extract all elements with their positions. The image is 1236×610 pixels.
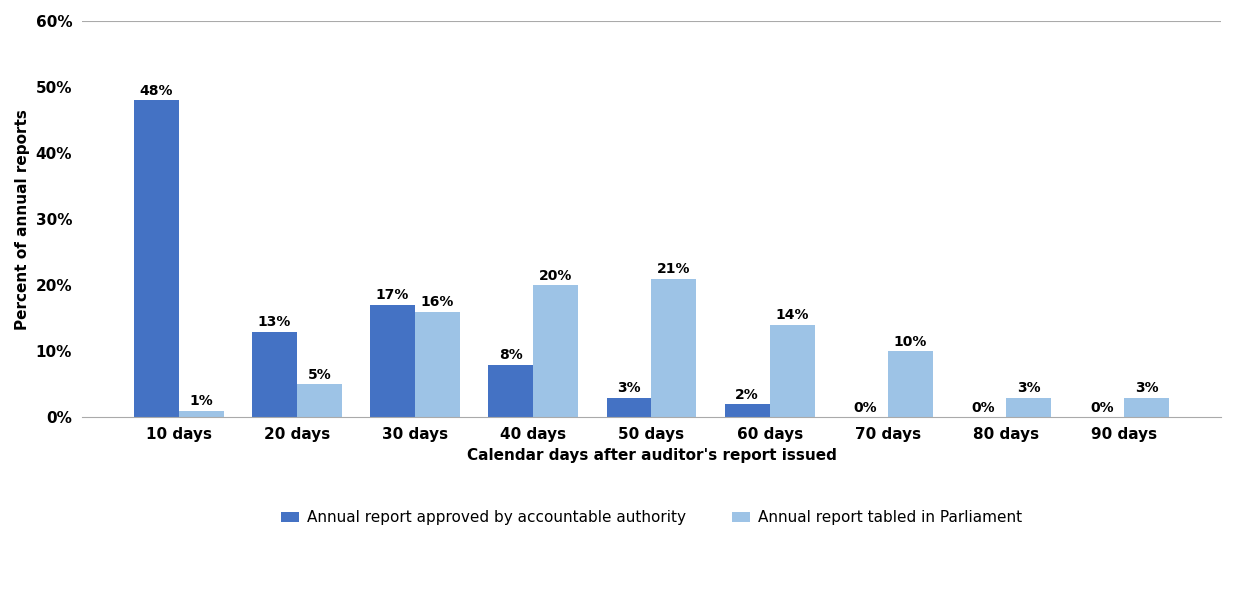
Bar — [724, 404, 770, 417]
Text: 16%: 16% — [420, 295, 454, 309]
Text: 48%: 48% — [140, 84, 173, 98]
Bar — [415, 312, 460, 417]
Text: 21%: 21% — [658, 262, 691, 276]
Bar — [488, 365, 533, 417]
Bar — [252, 331, 297, 417]
Bar — [297, 384, 341, 417]
Bar — [533, 285, 578, 417]
Text: 20%: 20% — [539, 268, 572, 282]
Bar — [178, 411, 224, 417]
Text: 3%: 3% — [1135, 381, 1158, 395]
Text: 0%: 0% — [1090, 401, 1114, 415]
Bar — [133, 100, 178, 417]
Bar — [1125, 398, 1169, 417]
Text: 0%: 0% — [854, 401, 878, 415]
Text: 8%: 8% — [499, 348, 523, 362]
Text: 5%: 5% — [308, 368, 331, 382]
Y-axis label: Percent of annual reports: Percent of annual reports — [15, 109, 30, 329]
Bar — [770, 325, 815, 417]
Text: 0%: 0% — [971, 401, 995, 415]
Bar — [651, 279, 696, 417]
Legend: Annual report approved by accountable authority, Annual report tabled in Parliam: Annual report approved by accountable au… — [274, 504, 1028, 531]
X-axis label: Calendar days after auditor's report issued: Calendar days after auditor's report iss… — [466, 448, 837, 462]
Bar — [370, 305, 415, 417]
Text: 13%: 13% — [257, 315, 290, 329]
Bar — [607, 398, 651, 417]
Text: 1%: 1% — [189, 394, 213, 408]
Bar — [1006, 398, 1051, 417]
Text: 2%: 2% — [735, 387, 759, 401]
Text: 10%: 10% — [894, 335, 927, 349]
Text: 3%: 3% — [617, 381, 640, 395]
Text: 3%: 3% — [1017, 381, 1041, 395]
Text: 14%: 14% — [775, 308, 808, 322]
Bar — [887, 351, 933, 417]
Text: 17%: 17% — [376, 289, 409, 303]
